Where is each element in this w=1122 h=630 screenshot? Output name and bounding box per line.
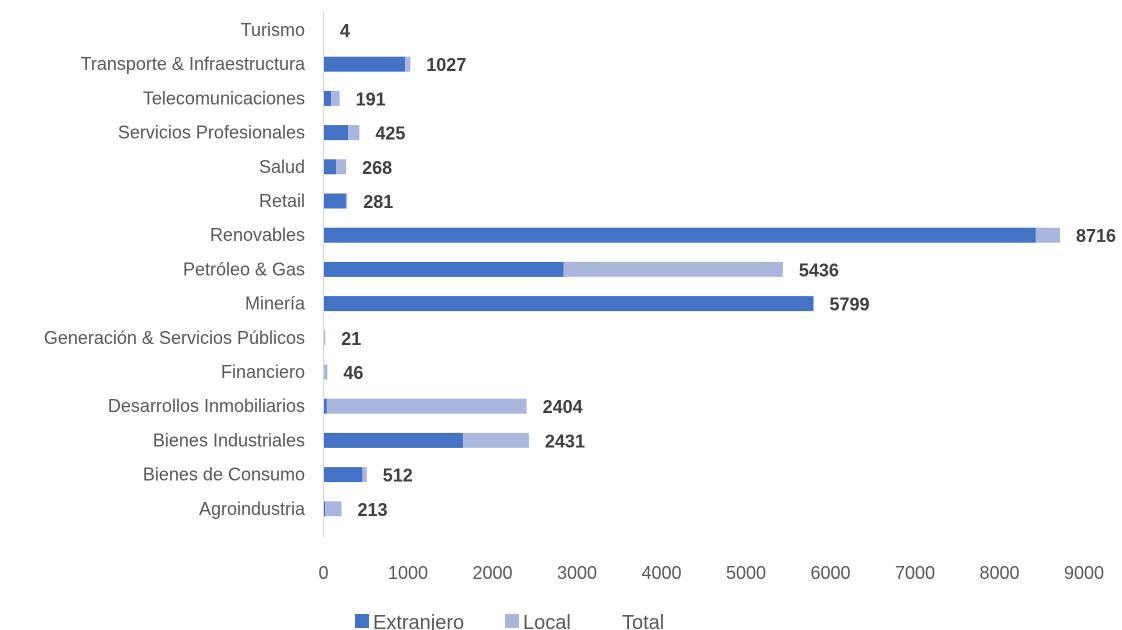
legend-label-total: Total <box>622 612 664 630</box>
bar-extranjero-telecomunicaciones <box>323 90 332 106</box>
bar-local-retail <box>345 193 348 209</box>
total-label-desarrollos-inmobiliarios: 2404 <box>543 397 583 417</box>
x-tick-label: 5000 <box>726 563 766 583</box>
x-tick-label: 2000 <box>472 563 512 583</box>
x-tick-label: 7000 <box>895 563 935 583</box>
bar-local-transporte-infraestructura <box>405 56 411 72</box>
x-tick-label: 1000 <box>388 563 428 583</box>
category-label-servicios-profesionales: Servicios Profesionales <box>118 123 305 143</box>
total-label-mineria: 5799 <box>830 295 870 315</box>
total-label-servicios-profesionales: 425 <box>375 124 405 144</box>
bar-extranjero-retail <box>323 193 346 209</box>
bar-local-generacion-servicios-publicos <box>323 330 326 346</box>
bars-group <box>323 22 1061 517</box>
total-label-turismo: 4 <box>340 21 350 41</box>
x-tick-label: 9000 <box>1064 563 1104 583</box>
total-label-transporte-infraestructura: 1027 <box>426 55 466 75</box>
x-tick-label: 3000 <box>557 563 597 583</box>
bar-extranjero-petroleo-gas <box>323 261 564 277</box>
category-label-mineria: Minería <box>245 294 306 314</box>
category-label-agroindustria: Agroindustria <box>199 499 306 519</box>
bar-extranjero-salud <box>323 159 337 175</box>
x-tick-label: 0 <box>318 563 328 583</box>
bar-local-bienes-de-consumo <box>362 467 367 483</box>
bar-local-renovables <box>1035 227 1061 243</box>
total-label-agroindustria: 213 <box>357 500 387 520</box>
x-tick-label: 4000 <box>641 563 681 583</box>
category-label-retail: Retail <box>259 191 305 211</box>
legend: Extranjero Local Total <box>355 612 664 630</box>
total-label-bienes-industriales: 2431 <box>545 431 585 451</box>
category-label-desarrollos-inmobiliarios: Desarrollos Inmobiliarios <box>108 396 305 416</box>
category-label-transporte-infraestructura: Transporte & Infraestructura <box>81 54 306 74</box>
bar-extranjero-transporte-infraestructura <box>323 56 406 72</box>
total-label-bienes-de-consumo: 512 <box>383 466 413 486</box>
bar-extranjero-bienes-de-consumo <box>323 467 363 483</box>
total-label-telecomunicaciones: 191 <box>356 89 386 109</box>
total-labels: 213 512 2431 2404 46 21 5799 5436 8716 281 268 425 1… <box>340 21 1116 520</box>
total-label-petroleo-gas: 5436 <box>799 260 839 280</box>
total-label-financiero: 46 <box>343 363 363 383</box>
legend-label-extranjero: Extranjero <box>373 612 464 630</box>
bar-local-telecomunicaciones <box>331 90 340 106</box>
bar-local-petroleo-gas <box>563 261 783 277</box>
bar-extranjero-bienes-industriales <box>323 432 463 448</box>
category-label-salud: Salud <box>259 157 305 177</box>
bar-local-servicios-profesionales <box>348 125 360 141</box>
bar-extranjero-mineria <box>323 296 814 312</box>
bar-local-agroindustria <box>325 501 342 517</box>
bar-extranjero-desarrollos-inmobiliarios <box>323 398 327 414</box>
bar-local-salud <box>336 159 347 175</box>
category-label-renovables: Renovables <box>210 225 305 245</box>
category-label-bienes-industriales: Bienes Industriales <box>153 430 305 450</box>
legend-label-local: Local <box>523 612 571 630</box>
bar-local-financiero <box>323 364 328 380</box>
total-label-retail: 281 <box>363 192 393 212</box>
bar-local-bienes-industriales <box>462 432 529 448</box>
category-label-financiero: Financiero <box>221 362 305 382</box>
category-label-telecomunicaciones: Telecomunicaciones <box>143 88 305 108</box>
legend-swatch-local <box>505 614 519 628</box>
x-axis-ticks: 0 1000 2000 3000 4000 5000 6000 7000 8000 9000 <box>318 563 1104 583</box>
total-label-generacion-servicios-publicos: 21 <box>341 329 361 349</box>
category-label-petroleo-gas: Petróleo & Gas <box>183 259 305 279</box>
category-label-generacion-servicios-publicos: Generación & Servicios Públicos <box>44 328 305 348</box>
x-tick-label: 6000 <box>810 563 850 583</box>
bar-extranjero-servicios-profesionales <box>323 125 349 141</box>
total-label-renovables: 8716 <box>1076 226 1116 246</box>
category-label-turismo: Turismo <box>241 20 305 40</box>
category-labels: Agroindustria Bienes de Consumo Bienes Ind… <box>44 20 306 519</box>
bar-extranjero-agroindustria <box>323 501 326 517</box>
x-tick-label: 8000 <box>979 563 1019 583</box>
bar-extranjero-renovables <box>323 227 1036 243</box>
total-label-salud: 268 <box>362 158 392 178</box>
legend-swatch-extranjero <box>355 614 369 628</box>
bar-local-desarrollos-inmobiliarios <box>326 398 527 414</box>
category-label-bienes-de-consumo: Bienes de Consumo <box>143 465 305 485</box>
